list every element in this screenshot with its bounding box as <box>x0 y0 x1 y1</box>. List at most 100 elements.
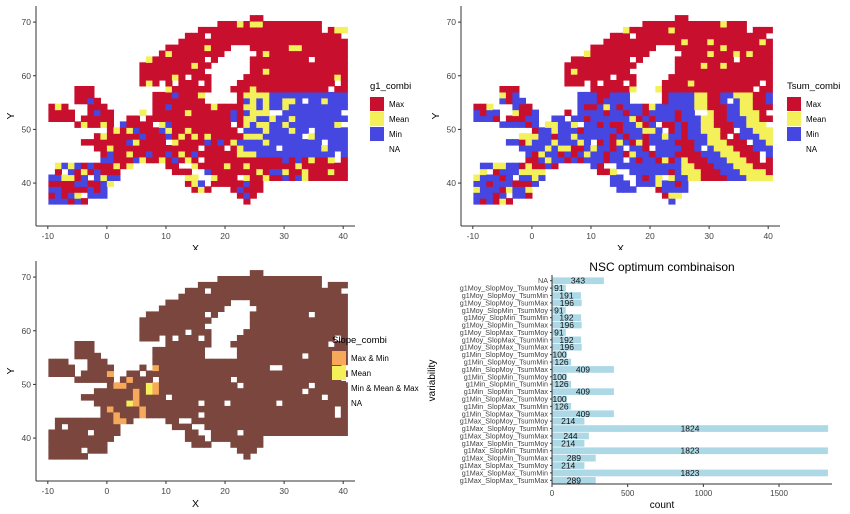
slope-map-cell <box>184 435 192 442</box>
g1-map-cell <box>106 121 114 128</box>
tsum-map-cell <box>713 97 721 105</box>
g1-map-cell <box>321 133 329 140</box>
g1-map-cell <box>87 186 95 193</box>
slope-map-cell <box>126 411 134 419</box>
g1-map-cell <box>48 109 56 117</box>
g1-map-cell <box>210 174 218 181</box>
slope-map-cell <box>165 305 173 312</box>
g1-map-cell <box>223 139 231 146</box>
slope-map-cell <box>145 311 153 318</box>
slope-map-cell <box>321 352 329 360</box>
tsum-map-cell <box>609 174 617 181</box>
g1-map-cell <box>262 103 270 111</box>
g1-map-cell <box>269 174 277 181</box>
tsum-map-cell <box>674 86 682 93</box>
tsum-map-cell <box>694 168 702 176</box>
slope-map-cell <box>178 341 186 348</box>
g1-map-cell <box>204 74 212 81</box>
tsum-map-cell <box>505 174 513 181</box>
slope-map-x-tick-label: -10 <box>42 486 55 496</box>
slope-map-cell <box>113 400 121 407</box>
slope-map-cell <box>210 358 218 366</box>
g1-map-cell <box>236 91 244 99</box>
tsum-map-cell <box>499 186 507 193</box>
bar-y-axis-title: variability <box>427 360 438 402</box>
slope-map-cell <box>171 323 179 330</box>
g1-map-cell <box>256 180 264 187</box>
tsum-map-cell <box>674 56 682 63</box>
slope-map-cell <box>93 364 101 372</box>
tsum-map-cell <box>739 115 747 122</box>
tsum-map-cell <box>674 32 682 40</box>
g1-map-cell <box>171 68 179 75</box>
tsum-map-cell <box>752 74 760 81</box>
tsum-map-cell <box>655 21 663 28</box>
g1-map-cell <box>80 115 88 122</box>
tsum-map-cell <box>726 62 734 69</box>
g1-map-cell <box>275 32 283 40</box>
tsum-map-cell <box>622 50 630 57</box>
slope-map-cell <box>230 411 238 419</box>
g1-map-cell <box>243 180 251 187</box>
g1-map-cell <box>243 145 251 152</box>
tsum-map-cell <box>512 192 520 199</box>
g1-map-cell <box>74 168 82 176</box>
slope-map-cell <box>262 388 270 395</box>
g1-map-cell <box>158 139 166 146</box>
slope-map-cell <box>223 364 231 372</box>
tsum-map-cell <box>752 168 760 176</box>
g1-map-cell <box>165 91 173 99</box>
tsum-map-cell <box>596 145 604 152</box>
tsum-map-cell <box>668 32 676 40</box>
g1-map-cell <box>249 186 257 193</box>
slope-map-cell <box>184 394 192 401</box>
g1-map-cell <box>275 21 283 28</box>
tsum-map-cell <box>616 121 624 128</box>
slope-map-cell <box>282 317 290 324</box>
g1-map-cell <box>178 91 186 99</box>
slope-map-cell <box>334 287 342 295</box>
tsum-map-cell <box>739 121 747 128</box>
g1-map-cell <box>288 145 296 152</box>
g1-map-cell <box>152 115 160 122</box>
slope-map-cell <box>132 376 140 383</box>
slope-map-cell <box>178 405 186 413</box>
slope-map-cell <box>119 411 127 419</box>
slope-map-cell <box>93 400 101 407</box>
tsum-map-cell <box>551 162 559 170</box>
tsum-map-cell <box>733 74 741 81</box>
tsum-map-cell <box>492 180 500 187</box>
slope-map-cell <box>275 276 283 283</box>
tsum-map-cell <box>635 103 643 111</box>
tsum-map-cell <box>512 180 520 187</box>
slope-map-cell <box>87 358 95 366</box>
tsum-map-cell <box>694 121 702 128</box>
slope-map-cell <box>80 370 88 377</box>
tsum-map-cell <box>700 44 708 52</box>
slope-map-cell <box>249 270 257 277</box>
tsum-map-cell <box>765 127 773 134</box>
tsum-map-cell <box>759 68 767 75</box>
slope-map-cell <box>93 376 101 383</box>
tsum-map-cell <box>544 162 552 170</box>
tsum-map-cell <box>759 26 767 34</box>
slope-legend-label: Mean <box>351 369 371 378</box>
slope-map-cell <box>282 388 290 395</box>
slope-map-cell <box>275 335 283 342</box>
tsum-map-cell <box>681 74 689 81</box>
g1-map-cell <box>314 21 322 28</box>
category-tick-label: g1Max_SlopMin_TsumMin <box>464 446 548 455</box>
g1-map-cell <box>295 44 303 52</box>
g1-map-cell <box>48 186 56 193</box>
tsum-map-cell <box>687 115 695 122</box>
tsum-map-cell <box>752 103 760 111</box>
slope-map-cell <box>67 441 75 448</box>
g1-map-cell <box>158 156 166 164</box>
slope-map-cell <box>100 405 108 413</box>
slope-map-cell <box>301 317 309 324</box>
slope-map-cell <box>340 293 348 301</box>
slope-map-cell <box>314 423 322 431</box>
tsum-map-cell <box>531 127 539 134</box>
g1-map-cell <box>314 80 322 87</box>
slope-map-cell <box>262 376 270 383</box>
